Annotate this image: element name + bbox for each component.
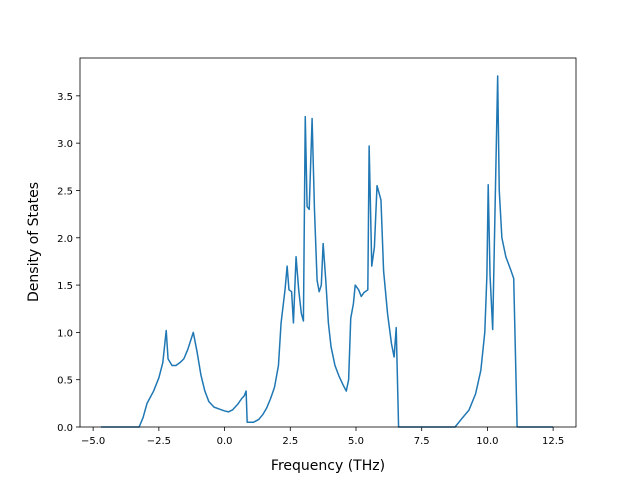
x-tick-label: 2.5 [282, 436, 298, 447]
y-tick-label: 3.0 [57, 139, 73, 150]
y-tick-label: 2.5 [57, 186, 73, 197]
x-tick-label: 0.0 [217, 436, 233, 447]
x-tick-label: −2.5 [147, 436, 171, 447]
x-tick-label: −5.0 [81, 436, 105, 447]
x-tick-label: 5.0 [348, 436, 364, 447]
y-tick-label: 0.5 [57, 376, 73, 387]
y-tick-label: 3.5 [57, 92, 73, 103]
plot-frame [79, 57, 577, 428]
y-tick-label: 2.0 [57, 234, 73, 245]
y-tick-label: 1.5 [57, 281, 73, 292]
x-tick-label: 10.0 [476, 436, 498, 447]
y-axis-label: Density of States [26, 182, 42, 302]
x-tick-label: 12.5 [542, 436, 564, 447]
y-tick-label: 1.0 [57, 328, 73, 339]
x-tick-label: 7.5 [414, 436, 430, 447]
x-axis-label: Frequency (THz) [271, 458, 385, 474]
y-tick-label: 0.0 [57, 423, 73, 434]
data-line [101, 75, 554, 428]
